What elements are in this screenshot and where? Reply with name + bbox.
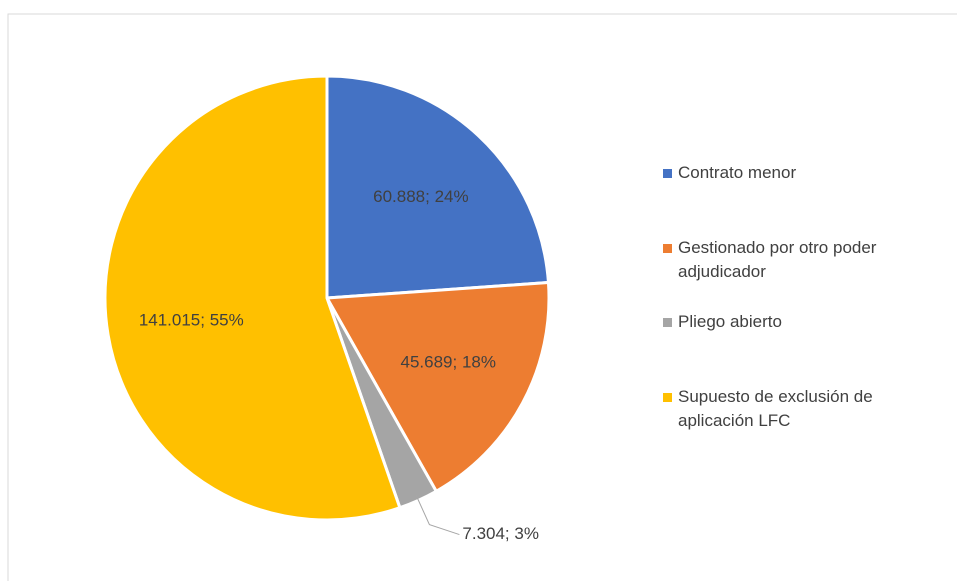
legend-label: Gestionado por otro poder adjudicador (678, 238, 877, 281)
legend-item: Contrato menor (663, 161, 943, 185)
legend-swatch (663, 318, 672, 327)
leader-line (415, 494, 460, 536)
legend-swatch (663, 244, 672, 253)
legend-swatch (663, 393, 672, 402)
legend-label: Contrato menor (678, 163, 797, 182)
data-label: 45.689; 18% (401, 353, 496, 372)
pie-slice (103, 74, 402, 522)
pie-slice (324, 280, 551, 494)
legend-item: Gestionado por otro poder adjudicador (663, 236, 943, 284)
chart-frame (7, 13, 957, 581)
legend-item: Supuesto de exclusión de aplicación LFC (663, 385, 943, 433)
data-label: 60.888; 24% (373, 187, 468, 206)
data-label: 7.304; 3% (462, 524, 539, 543)
legend-label: Pliego abierto (678, 312, 782, 331)
data-label: 141.015; 55% (139, 310, 244, 329)
legend-item: Pliego abierto (663, 310, 943, 334)
legend-swatch (663, 169, 672, 178)
legend-label: Supuesto de exclusión de aplicación LFC (678, 387, 873, 430)
pie-slice (325, 74, 551, 300)
